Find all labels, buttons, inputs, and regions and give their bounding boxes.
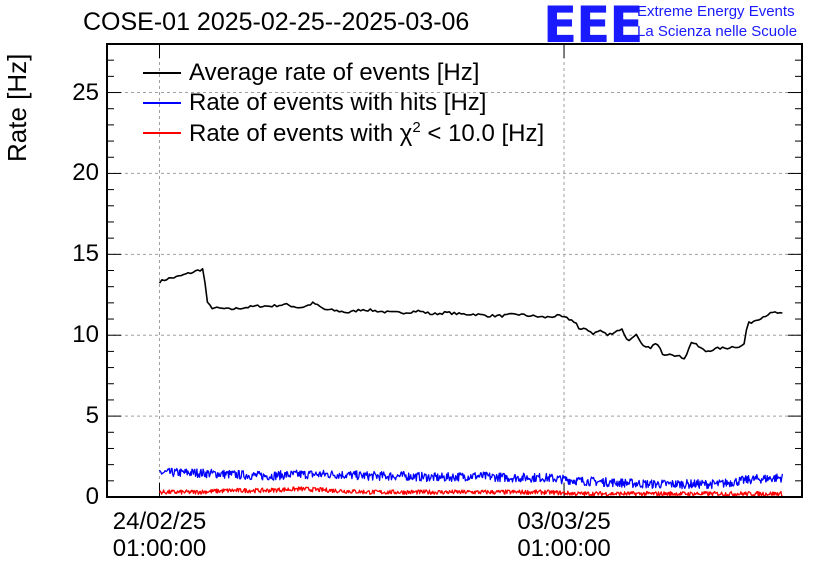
x-tick-label: 03/03/25 01:00:00	[512, 508, 616, 562]
logo-caption: Extreme Energy Events La Scienza nelle S…	[637, 2, 797, 42]
legend-chi2-suffix: < 10.0 [Hz]	[420, 119, 545, 147]
series-line-0	[158, 267, 783, 360]
legend-chi2-prefix: Rate of events with	[189, 119, 400, 147]
series-line-1	[158, 467, 784, 490]
y-tick-label: 15	[72, 240, 99, 268]
legend-chi2-symbol: χ	[399, 119, 413, 147]
legend-label-chi2: Rate of events with χ2 < 10.0 [Hz]	[189, 119, 544, 148]
y-tick-label: 25	[72, 78, 99, 106]
x-tick-date: 03/03/25	[517, 508, 611, 535]
x-tick-time: 01:00:00	[517, 535, 611, 562]
y-tick-label: 10	[72, 321, 99, 349]
eee-logo-icon: EEE	[543, 0, 643, 50]
x-tick-time: 01:00:00	[112, 535, 207, 562]
legend-swatch-average	[143, 72, 181, 74]
chart-title: COSE-01 2025-02-25--2025-03-06	[83, 8, 470, 36]
logo-mark-text: EEE	[543, 0, 643, 54]
plot-frame	[106, 43, 803, 498]
y-tick-label: 5	[85, 402, 99, 430]
series-line-2	[158, 486, 783, 497]
legend-label-hits: Rate of events with hits [Hz]	[189, 89, 487, 116]
logo-line-2: La Scienza nelle Scuole	[637, 23, 798, 40]
logo-line-1: Extreme Energy Events	[637, 3, 795, 20]
legend-item-average: Average rate of events [Hz]	[143, 58, 479, 88]
legend-swatch-hits	[143, 102, 181, 104]
legend-item-hits: Rate of events with hits [Hz]	[143, 88, 486, 118]
x-tick-label: 24/02/25 01:00:00	[107, 508, 211, 562]
legend-label-average: Average rate of events [Hz]	[189, 59, 480, 86]
legend-item-chi2: Rate of events with χ2 < 10.0 [Hz]	[143, 118, 544, 148]
x-tick-date: 24/02/25	[112, 508, 207, 535]
legend-swatch-chi2	[143, 132, 181, 134]
legend-chi2-superscript: 2	[412, 118, 421, 136]
y-tick-label: 0	[85, 483, 99, 510]
y-tick-label: 20	[72, 159, 99, 187]
